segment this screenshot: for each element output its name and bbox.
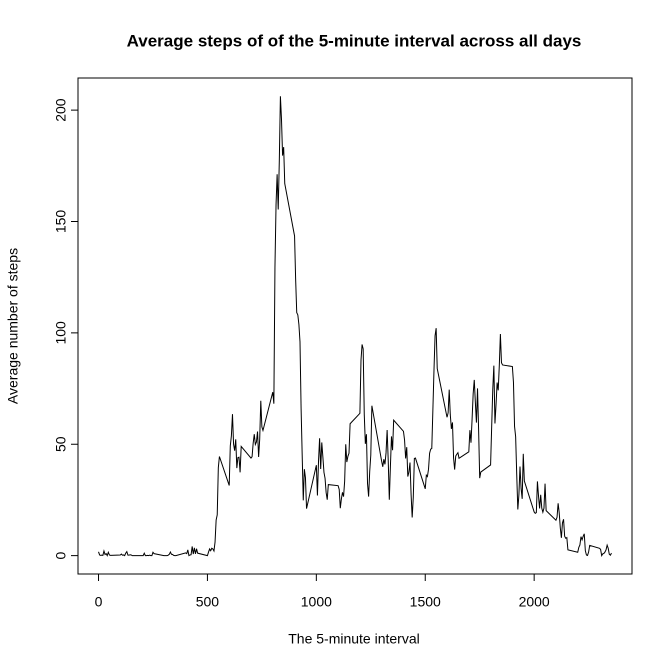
chart-title: Average steps of of the 5-minute interva… xyxy=(127,31,582,50)
data-line xyxy=(98,96,612,558)
x-tick-label: 1500 xyxy=(410,594,441,610)
x-axis-label: The 5-minute interval xyxy=(288,631,420,647)
y-axis-label: Average number of steps xyxy=(5,248,21,404)
y-tick-label: 100 xyxy=(53,321,69,345)
x-tick-label: 2000 xyxy=(519,594,550,610)
y-tick-label: 50 xyxy=(53,436,69,452)
plot-box xyxy=(77,77,633,575)
y-tick-label: 150 xyxy=(53,210,69,234)
x-tick-label: 1000 xyxy=(301,594,332,610)
y-tick-label: 200 xyxy=(53,98,69,122)
x-tick-label: 0 xyxy=(95,594,103,610)
y-tick-label: 0 xyxy=(53,552,69,560)
x-tick-label: 500 xyxy=(196,594,220,610)
